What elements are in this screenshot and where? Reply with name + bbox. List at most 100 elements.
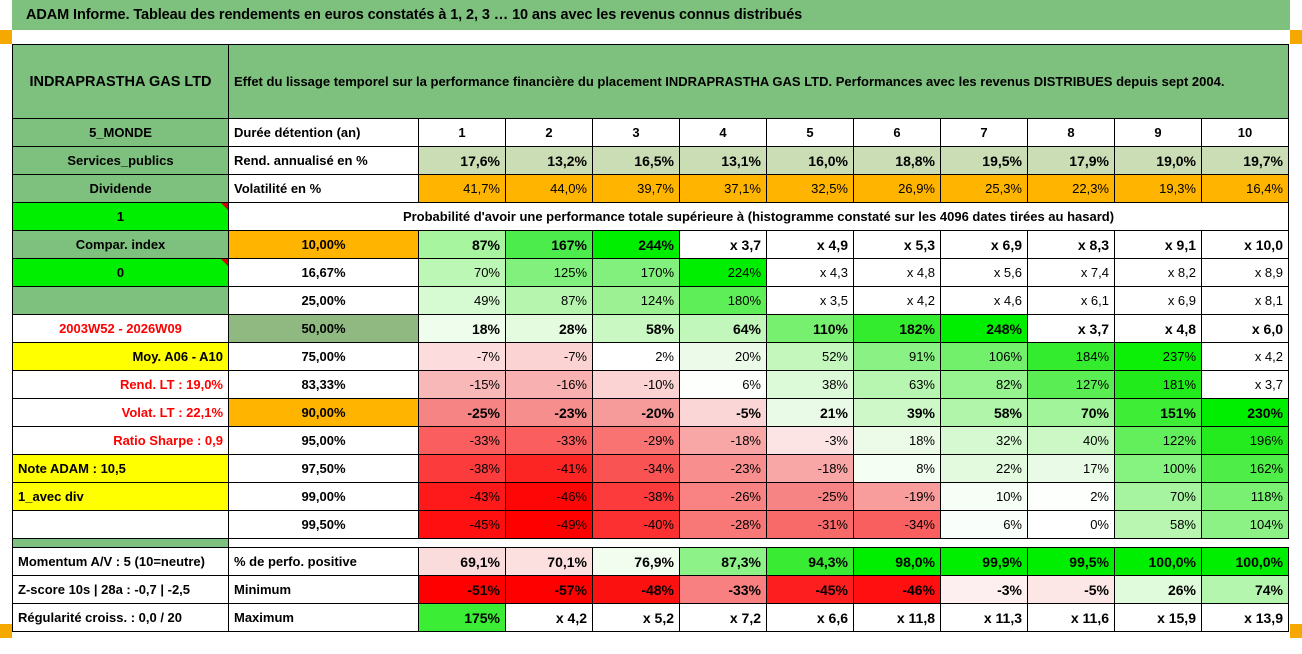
cell-p9950-y1: -45% <box>418 510 506 539</box>
cell-p75-y5: 52% <box>766 342 854 371</box>
cell-p25-y9: x 6,9 <box>1114 286 1202 315</box>
cell-pct-pos-y3: 76,9% <box>592 547 680 576</box>
cell-p9950-y2: -49% <box>505 510 593 539</box>
cell-duree-y8: 8 <box>1027 118 1115 147</box>
bottom-left-edge-marker <box>0 624 12 638</box>
cell-p99-y7: 10% <box>940 482 1028 511</box>
cell-p1667-y8: x 7,4 <box>1027 258 1115 287</box>
cell-p95-y9: 122% <box>1114 426 1202 455</box>
cell-p9950-y7: 6% <box>940 510 1028 539</box>
cell-pct-pos-y8: 99,5% <box>1027 547 1115 576</box>
cell-duree-y6: 6 <box>853 118 941 147</box>
cell-p8333-y4: 6% <box>679 370 767 399</box>
cell-maximum-y7: x 11,3 <box>940 603 1028 632</box>
cell-p50-y7: 248% <box>940 314 1028 343</box>
right-edge-marker <box>1290 30 1302 44</box>
cell-p10-y2: 167% <box>505 230 593 259</box>
cell-p50-y9: x 4,8 <box>1114 314 1202 343</box>
performance-table: INDRAPRASTHA GAS LTD Effet du lissage tem… <box>12 44 1289 632</box>
cell-p50-y2: 28% <box>505 314 593 343</box>
cell-pct-pos-y4: 87,3% <box>679 547 767 576</box>
cell-p9750-y8: 17% <box>1027 454 1115 483</box>
cell-p1667-y6: x 4,8 <box>853 258 941 287</box>
cell-p90-y10: 230% <box>1201 398 1289 427</box>
row-metric-pct-pos: % de perfo. positive <box>228 547 419 576</box>
row-metric-p75: 75,00% <box>228 342 419 371</box>
cell-p25-y8: x 6,1 <box>1027 286 1115 315</box>
cell-p25-y1: 49% <box>418 286 506 315</box>
cell-duree-y4: 4 <box>679 118 767 147</box>
cell-p90-y6: 39% <box>853 398 941 427</box>
table-row: Moy. A06 - A10 75,00% -7% -7% 2% 20% 52% 91% 106… <box>12 342 1289 371</box>
cell-p9750-y9: 100% <box>1114 454 1202 483</box>
cell-p75-y8: 184% <box>1027 342 1115 371</box>
cell-p9950-y6: -34% <box>853 510 941 539</box>
cell-p99-y4: -26% <box>679 482 767 511</box>
cell-minimum-y10: 74% <box>1201 575 1289 604</box>
cell-minimum-y5: -45% <box>766 575 854 604</box>
cell-p9750-y10: 162% <box>1201 454 1289 483</box>
cell-p8333-y1: -15% <box>418 370 506 399</box>
cell-p90-y2: -23% <box>505 398 593 427</box>
cell-p90-y8: 70% <box>1027 398 1115 427</box>
cell-duree-y7: 7 <box>940 118 1028 147</box>
row-label-p10: Compar. index <box>12 230 229 259</box>
instrument-name: INDRAPRASTHA GAS LTD <box>12 44 229 119</box>
cell-pct-pos-y10: 100,0% <box>1201 547 1289 576</box>
cell-rend-y3: 16,5% <box>592 146 680 175</box>
row-metric-p50: 50,00% <box>228 314 419 343</box>
row-metric-minimum: Minimum <box>228 575 419 604</box>
row-label-rend: Services_publics <box>12 146 229 175</box>
cell-p8333-y7: 82% <box>940 370 1028 399</box>
cell-volat-y9: 19,3% <box>1114 174 1202 203</box>
table-row: Ratio Sharpe : 0,9 95,00% -33% -33% -29% -18%… <box>12 426 1289 455</box>
cell-p25-y6: x 4,2 <box>853 286 941 315</box>
cell-duree-y9: 9 <box>1114 118 1202 147</box>
cell-maximum-y1: 175% <box>418 603 506 632</box>
cell-p90-y4: -5% <box>679 398 767 427</box>
cell-p50-y10: x 6,0 <box>1201 314 1289 343</box>
cell-rend-y6: 18,8% <box>853 146 941 175</box>
row-label-p95: Ratio Sharpe : 0,9 <box>12 426 229 455</box>
cell-p75-y2: -7% <box>505 342 593 371</box>
table-row: 2003W52 - 2026W09 50,00% 18% 28% 58% 64% 110% 1… <box>12 314 1289 343</box>
cell-minimum-y8: -5% <box>1027 575 1115 604</box>
cell-minimum-y2: -57% <box>505 575 593 604</box>
cell-p1667-y2: 125% <box>505 258 593 287</box>
row-label-p90: Volat. LT : 22,1% <box>12 398 229 427</box>
report-title-bar: ADAM Informe. Tableau des rendements en … <box>12 0 1290 30</box>
table-row: Compar. index 10,00% 87% 167% 244% x 3,7 x 4,9… <box>12 230 1289 259</box>
row-label-dividend-flag: 1 <box>12 202 229 231</box>
cell-maximum-y4: x 7,2 <box>679 603 767 632</box>
cell-minimum-y1: -51% <box>418 575 506 604</box>
cell-maximum-y6: x 11,8 <box>853 603 941 632</box>
table-row: Dividende Volatilité en % 41,7% 44,0% 39,7% 3… <box>12 174 1289 203</box>
cell-p9750-y6: 8% <box>853 454 941 483</box>
cell-p90-y9: 151% <box>1114 398 1202 427</box>
row-label-volat: Dividende <box>12 174 229 203</box>
cell-volat-y3: 39,7% <box>592 174 680 203</box>
cell-p25-y7: x 4,6 <box>940 286 1028 315</box>
cell-maximum-y8: x 11,6 <box>1027 603 1115 632</box>
cell-p9750-y5: -18% <box>766 454 854 483</box>
cell-p50-y6: 182% <box>853 314 941 343</box>
row-label-maximum: Régularité croiss. : 0,0 / 20 <box>12 603 229 632</box>
row-metric-maximum: Maximum <box>228 603 419 632</box>
row-metric-p99: 99,00% <box>228 482 419 511</box>
table-row: 5_MONDE Durée détention (an) 1 2 3 4 5 6 7 8 9 10 <box>12 118 1289 147</box>
cell-p25-y5: x 3,5 <box>766 286 854 315</box>
row-metric-p95: 95,00% <box>228 426 419 455</box>
cell-pct-pos-y9: 100,0% <box>1114 547 1202 576</box>
cell-duree-y5: 5 <box>766 118 854 147</box>
row-metric-p8333: 83,33% <box>228 370 419 399</box>
bottom-right-edge-marker <box>1290 624 1302 638</box>
row-label-p1667: 0 <box>12 258 229 287</box>
table-row: Régularité croiss. : 0,0 / 20 Maximum 175%… <box>12 603 1289 632</box>
cell-p10-y10: x 10,0 <box>1201 230 1289 259</box>
cell-p95-y5: -3% <box>766 426 854 455</box>
cell-p75-y9: 237% <box>1114 342 1202 371</box>
cell-rend-y7: 19,5% <box>940 146 1028 175</box>
table-row: 25,00% 49% 87% 124% 180% x 3,5 x 4,2 x 4,6 x 6,1… <box>12 286 1289 315</box>
cell-p50-y3: 58% <box>592 314 680 343</box>
cell-maximum-y3: x 5,2 <box>592 603 680 632</box>
